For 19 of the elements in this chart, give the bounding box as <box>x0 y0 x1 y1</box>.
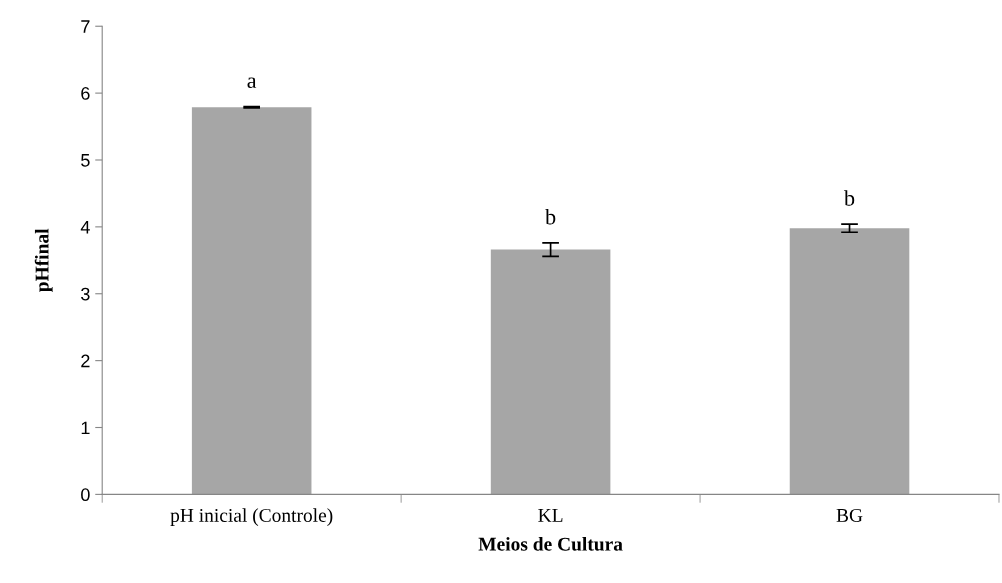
x-axis-title: Meios de Cultura <box>478 537 623 551</box>
y-tick-label: 6 <box>81 87 90 100</box>
y-tick-label: 7 <box>81 20 90 33</box>
y-tick-label: 5 <box>81 154 90 167</box>
bar <box>789 228 910 495</box>
x-tick-label: pH inicial (Controle) <box>170 508 333 526</box>
annotation: b <box>843 190 855 206</box>
y-tick-label: 4 <box>80 220 90 234</box>
y-tick-label: 3 <box>81 287 90 301</box>
y-tick-label: 0 <box>81 488 90 502</box>
x-tick-label: KL <box>538 509 563 522</box>
x-tick-label: BG <box>836 508 863 522</box>
y-tick-label: 1 <box>81 421 90 435</box>
annotation: a <box>247 77 257 89</box>
y-axis-title: pHfinal <box>34 228 53 292</box>
annotation: b <box>545 208 556 225</box>
bar <box>490 249 611 495</box>
bar <box>191 107 312 495</box>
y-tick-label: 2 <box>81 354 90 368</box>
